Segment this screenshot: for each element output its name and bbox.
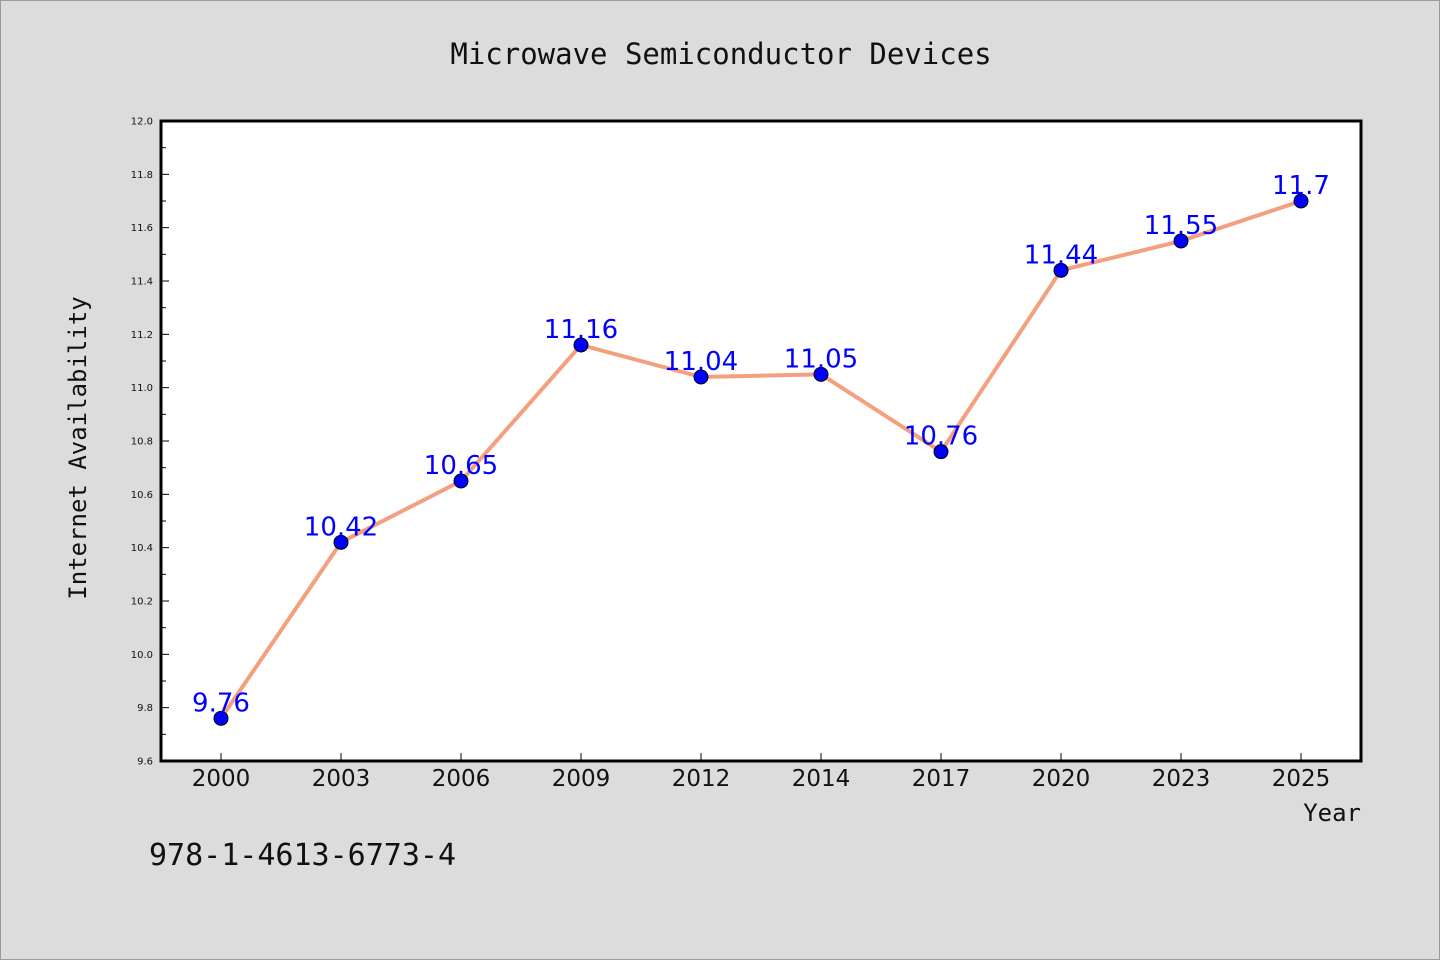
y-axis: 9.6 9.8 10.0 10.2 10.4 10.6 10.8 11.0 11.2 11.4 11…: [131, 117, 169, 768]
isbn-text: 978-1-4613-6773-4: [149, 838, 456, 873]
data-point[interactable]: [333, 534, 349, 550]
data-label-layer: 9.76 10.42 10.65 11.16 11.04 11.05 10.76 11.44 1…: [192, 171, 1330, 718]
y-tick-label: 11.6: [131, 223, 153, 234]
y-tick-label: 11.4: [131, 277, 153, 288]
data-point[interactable]: [453, 473, 469, 489]
data-label: 11.05: [784, 344, 858, 374]
data-label: 11.04: [664, 347, 738, 377]
y-tick-label: 10.4: [131, 543, 153, 554]
data-label: 11.55: [1144, 211, 1218, 241]
plot-area: [159, 119, 1363, 763]
data-point[interactable]: [693, 369, 709, 385]
y-tick-label: 9.8: [137, 703, 153, 714]
x-axis-label: Year: [1303, 799, 1361, 827]
y-tick-label: 11.0: [131, 383, 153, 394]
x-tick-label: 2000: [192, 766, 251, 792]
data-point[interactable]: [933, 444, 949, 460]
x-tick-label: 2020: [1032, 766, 1091, 792]
x-tick-label: 2017: [912, 766, 971, 792]
data-point[interactable]: [1293, 193, 1309, 209]
y-tick-label: 10.2: [131, 597, 153, 608]
y-tick-label: 9.6: [137, 757, 153, 768]
data-label: 10.76: [904, 422, 978, 452]
data-point[interactable]: [573, 337, 589, 353]
y-tick-label: 11.8: [131, 170, 153, 181]
y-tick-label: 11.2: [131, 330, 153, 341]
y-tick-label: 12.0: [131, 117, 153, 128]
data-point[interactable]: [1173, 233, 1189, 249]
x-tick-label: 2009: [552, 766, 611, 792]
data-label: 11.7: [1272, 171, 1330, 201]
data-point[interactable]: [1053, 262, 1069, 278]
x-tick-label: 2006: [432, 766, 491, 792]
data-label: 11.16: [544, 315, 618, 345]
data-label: 10.65: [424, 451, 498, 481]
x-axis: 2000 2003 2006 2009 2012 2014 2017 2020 2023 2025: [192, 753, 1331, 792]
series-line: [219, 199, 1303, 721]
y-tick-label: 10.8: [131, 437, 153, 448]
data-label: 10.42: [304, 512, 378, 542]
data-point[interactable]: [813, 366, 829, 382]
x-tick-label: 2023: [1152, 766, 1211, 792]
x-tick-label: 2012: [672, 766, 731, 792]
x-tick-label: 2025: [1272, 766, 1331, 792]
data-label: 11.44: [1024, 240, 1098, 270]
x-tick-label: 2003: [312, 766, 371, 792]
series-layer: [213, 193, 1309, 726]
y-tick-label: 10.6: [131, 490, 153, 501]
data-label: 9.76: [192, 688, 250, 718]
x-tick-label: 2014: [792, 766, 851, 792]
y-axis-label: Internet Availability: [64, 296, 92, 599]
chart-title: Microwave Semiconductor Devices: [450, 37, 991, 71]
y-tick-label: 10.0: [131, 650, 153, 661]
data-point[interactable]: [213, 710, 229, 726]
